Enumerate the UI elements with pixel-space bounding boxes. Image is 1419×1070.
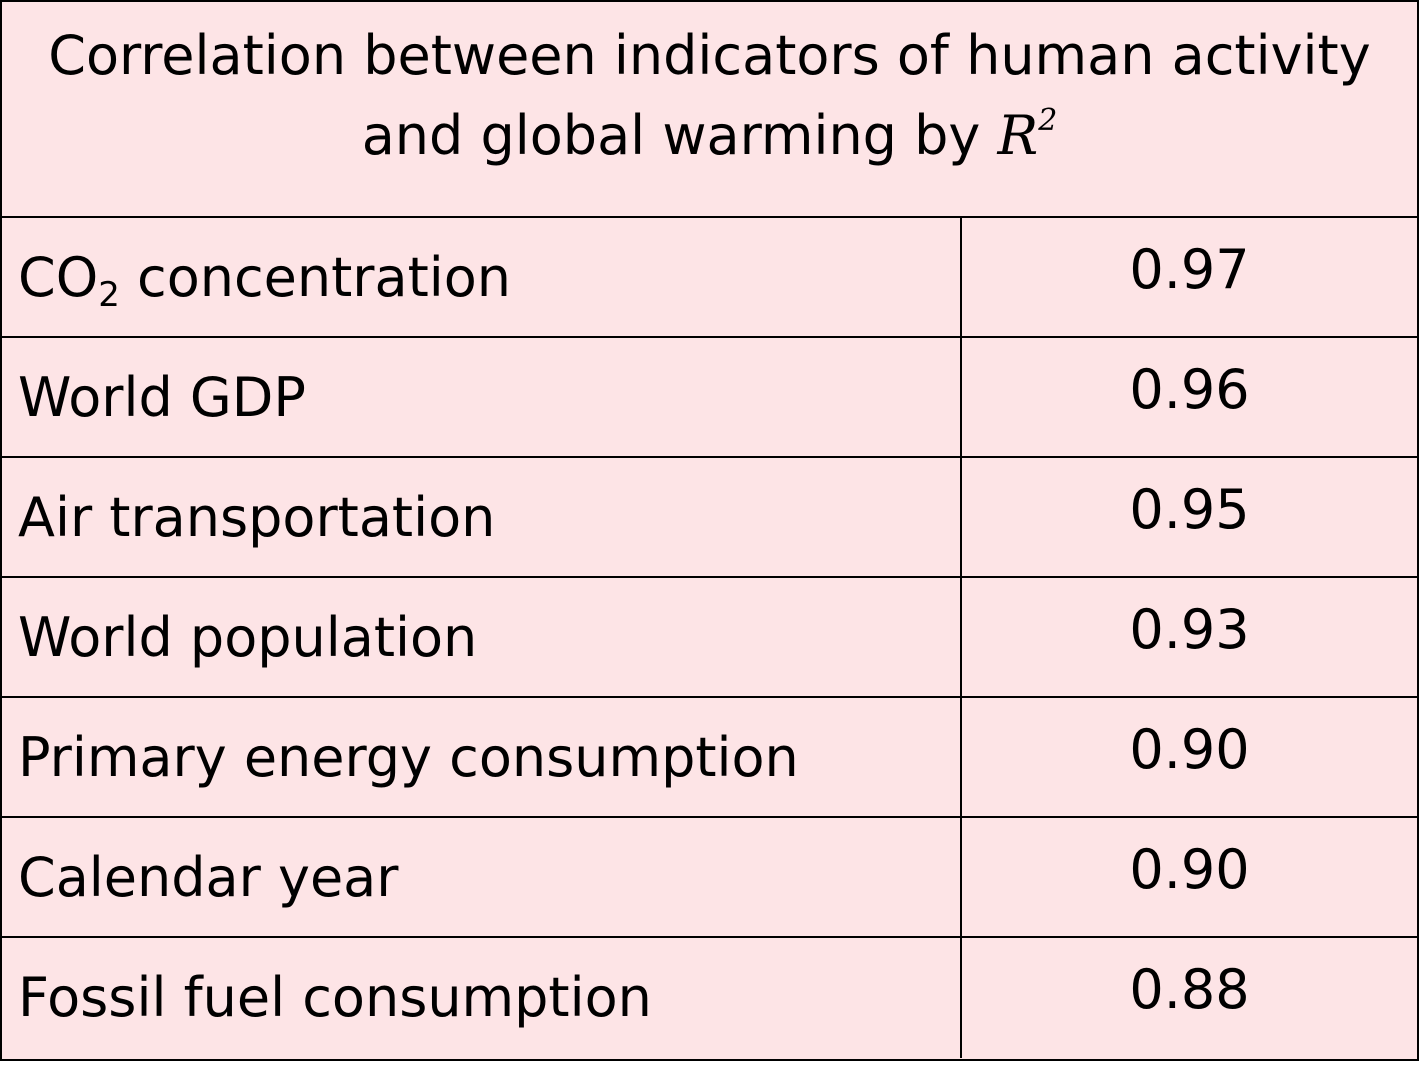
co2-label-prefix: CO bbox=[18, 246, 99, 309]
row-label: Fossil fuel consumption bbox=[2, 938, 962, 1058]
row-label: CO2 concentration bbox=[2, 218, 962, 336]
table-title: Correlation between indicators of human … bbox=[2, 2, 1417, 218]
row-value: 0.90 bbox=[1129, 718, 1250, 781]
table-row-world-gdp: World GDP 0.96 bbox=[2, 338, 1417, 458]
co2-label-suffix: concentration bbox=[119, 246, 512, 309]
co2-subscript: 2 bbox=[98, 275, 120, 315]
table-row-co2: CO2 concentration 0.97 bbox=[2, 218, 1417, 338]
row-value: 0.97 bbox=[1129, 238, 1250, 301]
table-row-fossil-fuel: Fossil fuel consumption 0.88 bbox=[2, 938, 1417, 1058]
table-row-world-population: World population 0.93 bbox=[2, 578, 1417, 698]
title-line-1: Correlation between indicators of human … bbox=[48, 24, 1371, 87]
table-body: CO2 concentration 0.97 World GDP 0.96 Ai… bbox=[2, 218, 1417, 1058]
row-label: Air transportation bbox=[2, 458, 962, 576]
title-line-2: and global warming by R2 bbox=[2, 104, 1417, 168]
table-row-air-transportation: Air transportation 0.95 bbox=[2, 458, 1417, 578]
row-label: World GDP bbox=[2, 338, 962, 456]
title-line-2-text: and global warming by bbox=[361, 104, 998, 167]
row-value: 0.90 bbox=[1129, 838, 1250, 901]
r-squared-variable: R bbox=[997, 104, 1039, 167]
row-value: 0.88 bbox=[1129, 958, 1250, 1021]
row-value: 0.93 bbox=[1129, 598, 1250, 661]
row-label: World population bbox=[2, 578, 962, 696]
row-label: Primary energy consumption bbox=[2, 698, 962, 816]
table-row-primary-energy: Primary energy consumption 0.90 bbox=[2, 698, 1417, 818]
r-squared-exponent: 2 bbox=[1038, 103, 1058, 138]
row-value: 0.95 bbox=[1129, 478, 1250, 541]
table-row-calendar-year: Calendar year 0.90 bbox=[2, 818, 1417, 938]
row-value: 0.96 bbox=[1129, 358, 1250, 421]
row-label: Calendar year bbox=[2, 818, 962, 936]
